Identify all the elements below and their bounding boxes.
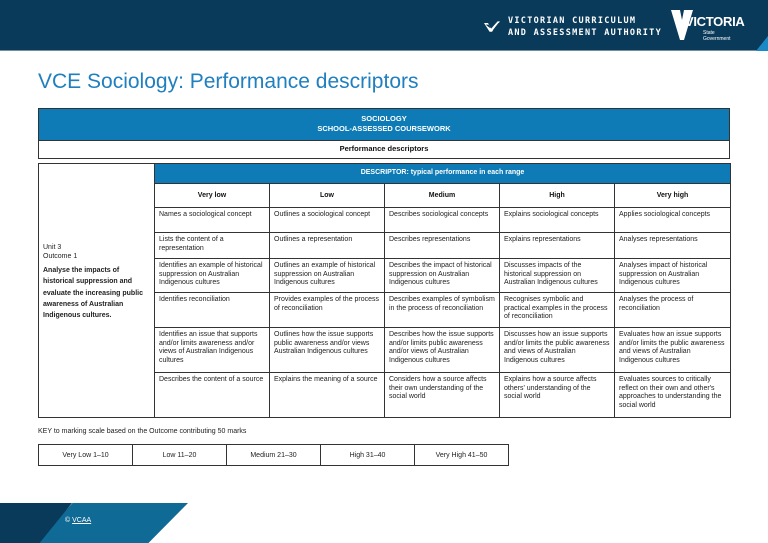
state-government-label: State Government	[703, 30, 731, 42]
table-cell: Identifies an issue that supports and/or…	[154, 327, 270, 373]
state-label: State	[703, 30, 715, 36]
outcome-description: Analyse the impacts of historical suppre…	[43, 267, 143, 319]
footer: © VCAA	[0, 503, 190, 543]
subject-banner-heading: SOCIOLOGY SCHOOL-ASSESSED COURSEWORK	[39, 109, 729, 141]
vcaa-wordmark: VICTORIAN CURRICULUM AND ASSESSMENT AUTH…	[508, 15, 662, 39]
vcaa-line-2: AND ASSESSMENT AUTHORITY	[507, 28, 662, 38]
vcaa-logo: VICTORIAN CURRICULUM AND ASSESSMENT AUTH…	[484, 10, 662, 44]
table-cell: Outlines a sociological concept	[269, 207, 385, 233]
footer-copyright: © VCAA	[65, 517, 91, 524]
table-row: Lists the content of a representation Ou…	[39, 232, 732, 259]
victoria-v-icon	[671, 10, 693, 40]
table-cell: Describes examples of symbolism in the p…	[384, 292, 500, 328]
assessment-type: SCHOOL-ASSESSED COURSEWORK	[317, 124, 451, 133]
outcome-label-cell: Unit 3 Outcome 1 Analyse the impacts of …	[38, 163, 155, 418]
table-cell: Explains representations	[499, 232, 615, 259]
unit-label: Unit 3	[43, 244, 62, 251]
marking-key-label: KEY to marking scale based on the Outcom…	[38, 428, 247, 435]
table-cell: Names a sociological concept	[154, 207, 270, 233]
key-range-high: High 31–40	[320, 444, 415, 466]
corner-accent	[756, 36, 768, 51]
descriptor-heading: DESCRIPTOR: typical performance in each …	[153, 163, 732, 184]
table-row: Identifies reconciliation Provides examp…	[39, 292, 732, 328]
table-cell: Describes representations	[384, 232, 500, 259]
banner-subtitle: Performance descriptors	[339, 144, 429, 153]
table-cell: Describes how the issue supports and/or …	[384, 327, 500, 373]
government-label: Government	[703, 35, 731, 42]
column-header-very-high: Very high	[613, 183, 732, 208]
table-cell: Analyses the process of reconciliation	[613, 292, 732, 328]
table-cell: Discusses impacts of the historical supp…	[499, 258, 615, 293]
table-cell: Evaluates how an issue supports and/or l…	[613, 327, 732, 373]
key-range-low: Low 11–20	[132, 444, 227, 466]
descriptor-heading-row: Unit 3 Outcome 1 Analyse the impacts of …	[38, 163, 732, 418]
marking-key-table: Very Low 1–10 Low 11–20 Medium 21–30 Hig…	[38, 444, 509, 466]
table-cell: Analyses representations	[613, 232, 732, 259]
table-cell: Provides examples of the process of reco…	[269, 292, 385, 328]
table-cell: Identifies an example of historical supp…	[154, 258, 270, 293]
table-cell: Describes sociological concepts	[384, 207, 500, 233]
table-row: Describes the content of a source Explai…	[39, 372, 732, 418]
subject-banner: SOCIOLOGY SCHOOL-ASSESSED COURSEWORK Per…	[38, 108, 730, 159]
table-cell: Outlines an example of historical suppre…	[269, 258, 385, 293]
table-row: Names a sociological concept Outlines a …	[39, 207, 732, 233]
key-range-very-high: Very High 41–50	[414, 444, 509, 466]
table-cell: Outlines a representation	[269, 232, 385, 259]
subject-name: SOCIOLOGY	[361, 114, 407, 123]
table-cell: Evaluates sources to critically reflect …	[613, 372, 732, 418]
vcaa-line-1: VICTORIAN CURRICULUM	[507, 16, 637, 26]
table-cell: Recognises symbolic and practical exampl…	[499, 292, 615, 328]
top-banner: VICTORIAN CURRICULUM AND ASSESSMENT AUTH…	[0, 0, 768, 51]
column-header-low: Low	[269, 183, 385, 208]
table-cell: Describes the content of a source	[154, 372, 270, 418]
table-cell: Lists the content of a representation	[154, 232, 270, 259]
table-cell: Describes the impact of historical suppr…	[384, 258, 500, 293]
page-title: VCE Sociology: Performance descriptors	[38, 70, 419, 93]
table-cell: Discusses how an issue supports and/or l…	[499, 327, 615, 373]
outcome-label: Outcome 1	[43, 252, 78, 260]
victoria-government-logo: VICTORIA State Government	[671, 10, 745, 44]
table-cell: Explains sociological concepts	[499, 207, 615, 233]
copyright-symbol: ©	[65, 517, 71, 524]
key-range-medium: Medium 21–30	[226, 444, 321, 466]
table-cell: Applies sociological concepts	[613, 207, 732, 233]
vcaa-link[interactable]: VCAA	[72, 517, 92, 524]
performance-descriptor-table: Unit 3 Outcome 1 Analyse the impacts of …	[38, 163, 732, 418]
vcaa-chevron-icon	[484, 21, 500, 32]
table-cell: Explains how a source affects others' un…	[499, 372, 615, 418]
table-cell: Outlines how the issue supports public a…	[269, 327, 385, 373]
victoria-wordmark: VICTORIA	[685, 14, 745, 29]
column-header-high: High	[499, 183, 615, 208]
key-range-very-low: Very Low 1–10	[38, 444, 133, 466]
marking-key-row: Very Low 1–10 Low 11–20 Medium 21–30 Hig…	[38, 444, 509, 466]
table-cell: Explains the meaning of a source	[269, 372, 385, 418]
table-cell: Considers how a source affects their own…	[384, 372, 500, 418]
column-header-medium: Medium	[384, 183, 500, 208]
table-cell: Analyses impact of historical suppressio…	[613, 258, 732, 293]
table-cell: Identifies reconciliation	[154, 292, 270, 328]
column-header-very-low: Very low	[154, 183, 270, 208]
